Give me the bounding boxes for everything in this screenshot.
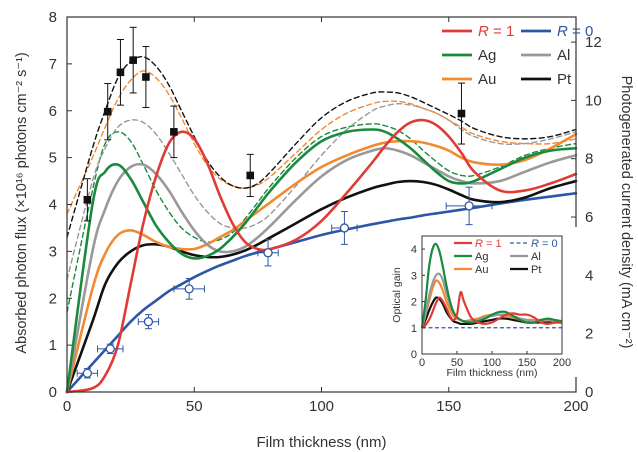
x-tick-label: 200 [563, 398, 588, 415]
inset-x-tick-label: 150 [518, 357, 536, 369]
inset-y-axis-label: Optical gain [391, 267, 403, 323]
data-point-circle-1 [105, 344, 115, 354]
y-tick-label: 5 [49, 150, 57, 167]
x-tick-label: 150 [436, 398, 461, 415]
data-point-circle-6 [464, 201, 474, 211]
y-tick-label: 4 [49, 197, 57, 214]
inset-background [368, 227, 580, 377]
data-point-square-0 [83, 196, 92, 204]
inset-x-axis-label: Film thickness (nm) [446, 367, 537, 379]
inset-y-tick-label: 0 [411, 349, 417, 361]
data-point-circle-4 [263, 248, 273, 258]
series-au-line [65, 132, 578, 394]
series-pt-line [65, 179, 578, 394]
inset-series-ag-line [420, 242, 563, 328]
inset-series-r-1-line [421, 290, 563, 329]
inset-x-tick-label: 200 [553, 357, 571, 369]
legend-label-5: Pt [557, 71, 572, 88]
y-tick-label: 0 [49, 384, 57, 401]
inset-legend-label-5: Pt [531, 264, 541, 276]
y-tick-label: 7 [49, 56, 57, 73]
y-tick-label: 2 [49, 290, 57, 307]
inset-y-tick-label: 1 [411, 323, 417, 335]
x-tick-label: 100 [309, 398, 334, 415]
inset-chart: 0 50 100 150 200 0 1 2 3 4 Film thickness (nm) Opti… [368, 227, 580, 379]
inset-x-tick-label: 100 [483, 357, 501, 369]
inset-legend: R = 1 R = 0 Ag Al Au Pt [454, 238, 558, 276]
inset-legend-label-3: Al [531, 251, 541, 263]
data-point-square-4 [142, 73, 150, 81]
inset-series-al-line [420, 272, 563, 329]
legend-label-2: Ag [478, 47, 496, 64]
main-legend: R = 1 R = 0 Ag Al Au Pt [442, 23, 593, 88]
inset-legend-label-1: R = 0 [531, 238, 558, 250]
inset-y-tick-label: 4 [411, 244, 417, 256]
y-tick-label: 3 [49, 243, 57, 260]
y2-tick-label: 2 [585, 326, 593, 343]
data-point-square-3 [129, 56, 137, 64]
data-point-circle-5 [339, 223, 350, 233]
inset-x-tick-label: 0 [419, 357, 425, 369]
y2-tick-label: 6 [585, 209, 593, 226]
y-tick-label: 1 [49, 337, 57, 354]
x-tick-label: 50 [186, 398, 203, 415]
main-markers [76, 26, 493, 379]
y-tick-label: 8 [49, 9, 57, 26]
inset-legend-label-0: R = 1 [475, 238, 502, 250]
inset-axes: 0 50 100 150 200 0 1 2 3 4 Film thickness (nm) Opti… [391, 235, 571, 379]
series-al-dashed-line [66, 103, 577, 281]
data-point-square-6 [246, 171, 255, 180]
data-point-square-5 [170, 128, 178, 136]
data-point-circle-3 [184, 284, 194, 294]
series-r-1-line [65, 118, 578, 394]
inset-legend-label-4: Au [475, 264, 488, 276]
y-tick-label: 6 [49, 103, 57, 120]
series-al-line [65, 146, 578, 394]
inset-y-tick-label: 3 [411, 270, 417, 282]
x-axis-label: Film thickness (nm) [256, 434, 386, 451]
data-point-circle-2 [143, 317, 154, 327]
main-curves [65, 55, 578, 394]
inset-y-tick-label: 2 [411, 297, 417, 309]
x-tick-label: 0 [63, 398, 71, 415]
legend-label-1: R = 0 [557, 23, 593, 40]
legend-label-4: Au [478, 71, 496, 88]
y2-tick-label: 8 [585, 151, 593, 168]
data-point-square-2 [116, 68, 125, 77]
inset-x-tick-label: 50 [451, 357, 463, 369]
legend-label-3: Al [557, 47, 570, 64]
data-point-square-7 [457, 109, 466, 118]
y2-tick-label: 0 [585, 384, 593, 401]
series-pt-dashed-line [66, 55, 577, 239]
series-ag-dashed-line [66, 123, 577, 314]
y2-tick-label: 10 [585, 92, 602, 109]
data-point-circle-0 [82, 368, 93, 378]
y2-axis-label: Photogenerated current density (mA cm⁻²) [618, 76, 634, 349]
series-au-dashed-line [66, 70, 577, 215]
series-ag-line [65, 128, 578, 394]
data-point-square-1 [103, 107, 112, 116]
inset-curves [420, 242, 563, 329]
legend-label-0: R = 1 [478, 23, 514, 40]
y2-tick-label: 4 [585, 267, 593, 284]
y2-tick-label: 12 [585, 34, 602, 51]
inset-legend-label-2: Ag [475, 251, 488, 263]
y-axis-label: Absorbed photon flux (×10¹⁶ photons cm⁻²… [14, 52, 30, 353]
